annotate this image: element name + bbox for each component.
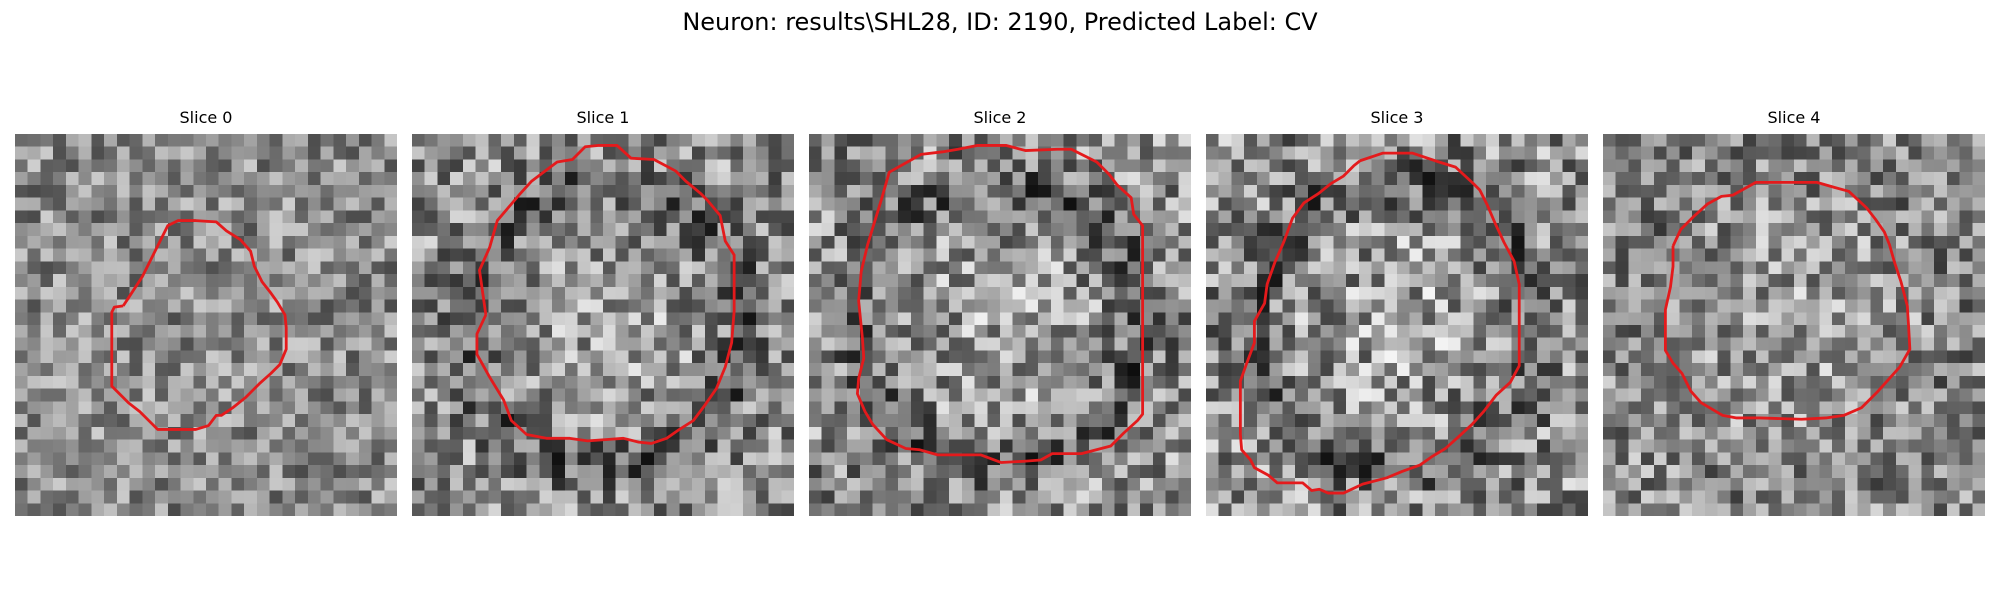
slice-image-4 [1603, 134, 1985, 516]
slice-panel-0: Slice 0 [15, 108, 397, 516]
slice-image-1 [412, 134, 794, 516]
contour-outline [110, 219, 288, 431]
contour-outline [1663, 180, 1912, 421]
slice-title-2: Slice 2 [973, 108, 1027, 127]
figure-title: Neuron: results\SHL28, ID: 2190, Predict… [682, 8, 1318, 36]
contour-outline [1238, 151, 1521, 495]
pixel-grid [412, 134, 794, 516]
slice-panel-2: Slice 2 [809, 108, 1191, 516]
pixel-grid [1206, 134, 1588, 516]
contour-outline [855, 144, 1145, 464]
slice-image-2 [809, 134, 1191, 516]
slice-title-3: Slice 3 [1370, 108, 1424, 127]
slice-panel-1: Slice 1 [412, 108, 794, 516]
pixel-grid [15, 134, 397, 516]
slice-panel-3: Slice 3 [1206, 108, 1588, 516]
pixel-grid [1603, 134, 1985, 516]
slice-image-3 [1206, 134, 1588, 516]
slice-title-4: Slice 4 [1767, 108, 1821, 127]
slice-panel-4: Slice 4 [1603, 108, 1985, 516]
slice-title-0: Slice 0 [179, 108, 233, 127]
slice-title-1: Slice 1 [576, 108, 630, 127]
slice-image-0 [15, 134, 397, 516]
pixel-grid [809, 134, 1191, 516]
contour-outline [475, 144, 736, 445]
